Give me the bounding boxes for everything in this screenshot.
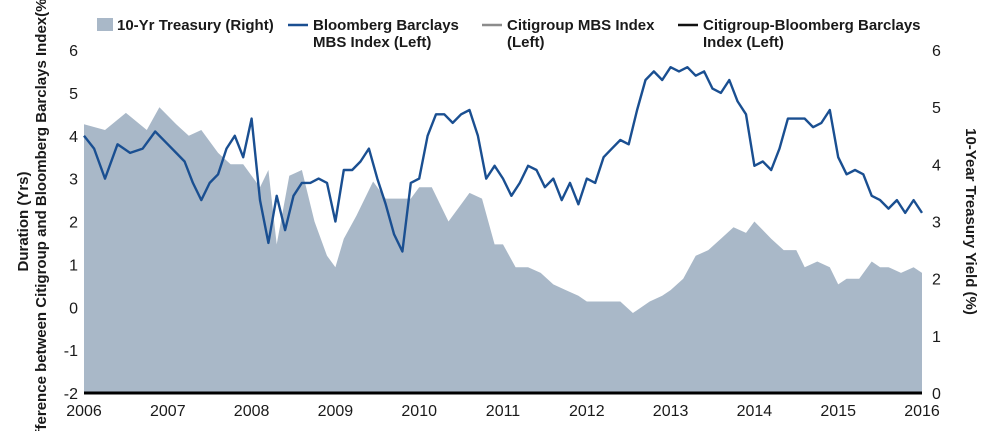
treasury-area	[84, 107, 922, 393]
right-tick-label: 1	[932, 329, 941, 346]
legend-label: Index (Left)	[703, 34, 784, 51]
x-tick-label: 2007	[150, 403, 186, 420]
legend-label: Citigroup-Bloomberg Barclays	[703, 17, 921, 34]
left-tick-label: -1	[64, 343, 78, 360]
right-tick-label: 2	[932, 272, 941, 289]
legend-label: Bloomberg Barclays	[313, 17, 459, 34]
y-axis-title-left-line2: Difference between Citigroup and Bloombe…	[33, 0, 50, 431]
left-tick-label: 3	[69, 172, 78, 189]
left-tick-label: 2	[69, 215, 78, 232]
x-tick-label: 2008	[234, 403, 270, 420]
y-axis-title-right: 10-Year Treasury Yield (%)	[962, 128, 979, 315]
x-tick-label: 2013	[653, 403, 689, 420]
legend-label: Citigroup MBS Index	[507, 17, 655, 34]
legend-label: (Left)	[507, 34, 545, 51]
left-tick-label: 6	[69, 43, 78, 60]
right-tick-label: 5	[932, 100, 941, 117]
area-layer	[84, 107, 922, 393]
left-tick-label: 4	[69, 129, 78, 146]
left-tick-label: 5	[69, 86, 78, 103]
right-tick-label: 6	[932, 43, 941, 60]
axis-layer: 2006 2007 2008 2009 2010 2011 2012 2013 2014 2015…	[64, 43, 941, 420]
x-tick-label: 2011	[486, 403, 521, 420]
legend-label: 10-Yr Treasury (Right)	[117, 17, 274, 34]
legend-label: MBS Index (Left)	[313, 34, 431, 51]
right-tick-label: 3	[932, 215, 941, 232]
legend-swatch	[97, 18, 113, 31]
x-tick-label: 2014	[737, 403, 773, 420]
left-tick-label: 1	[69, 257, 78, 274]
right-tick-label: 0	[932, 386, 941, 403]
x-tick-label: 2009	[318, 403, 354, 420]
right-tick-label: 4	[932, 157, 941, 174]
left-tick-label: -2	[64, 386, 78, 403]
left-tick-label: 0	[69, 300, 78, 317]
x-tick-label: 2015	[820, 403, 856, 420]
y-axis-title-left-line1: Duration (Yrs)	[15, 171, 32, 271]
legend: 10-Yr Treasury (Right) Bloomberg Barclays…	[97, 17, 921, 51]
line-layer	[83, 65, 924, 253]
x-tick-label: 2010	[401, 403, 437, 420]
series-line-1	[83, 65, 924, 253]
x-tick-label: 2016	[904, 403, 940, 420]
x-tick-label: 2006	[66, 403, 102, 420]
x-tick-label: 2012	[569, 403, 605, 420]
